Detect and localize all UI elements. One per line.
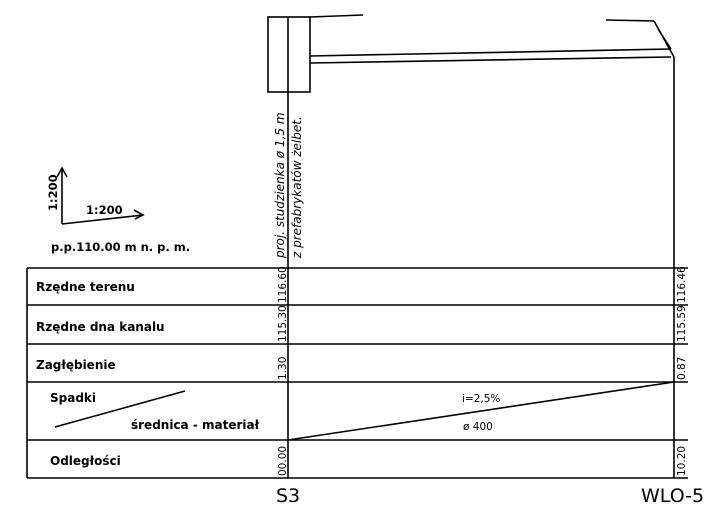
slope-legend-diagonal — [54, 390, 186, 428]
s3-depth: 1.30 — [277, 357, 289, 380]
reference-level: p.p.110.00 m n. p. m. — [51, 240, 190, 254]
wlo5-distance: 10.20 — [676, 446, 688, 476]
manhole-note-line2: z prefabrykatów żelbet. — [290, 116, 304, 259]
manhole-symbol — [267, 14, 364, 93]
station-name-wlo5: WLO-5 — [641, 485, 704, 507]
horizontal-scale-label: 1:200 — [86, 203, 123, 217]
row-label-distance: Odległości — [50, 454, 121, 468]
station-name-s3: S3 — [276, 485, 300, 507]
s3-distance: 00.00 — [277, 446, 289, 476]
segment-pipe: ø 400 — [463, 421, 493, 433]
row-label-depth: Zagłębienie — [36, 358, 116, 372]
wlo5-invert: 115.59 — [676, 305, 688, 342]
row-label-diameter-material: średnica - materiał — [131, 418, 260, 432]
row-label-slope: Spadki — [50, 391, 96, 405]
manhole-note-line1: proj. studzienka ø 1,5 m — [273, 112, 287, 259]
row-label-terrain: Rzędne terenu — [36, 280, 135, 294]
slope-line — [287, 381, 675, 441]
s3-terrain: 116.60 — [277, 266, 289, 303]
profile-table-grid — [26, 267, 688, 479]
wlo5-terrain: 116.46 — [676, 266, 688, 303]
wlo5-depth: 0.87 — [676, 357, 688, 380]
scale-indicator — [56, 166, 145, 225]
pipe-profile — [309, 19, 675, 64]
row-label-invert: Rzędne dna kanalu — [36, 320, 165, 334]
s3-invert: 115.30 — [277, 305, 289, 342]
segment-slope: i=2,5% — [462, 393, 500, 405]
vertical-scale-label: 1:200 — [46, 174, 60, 211]
